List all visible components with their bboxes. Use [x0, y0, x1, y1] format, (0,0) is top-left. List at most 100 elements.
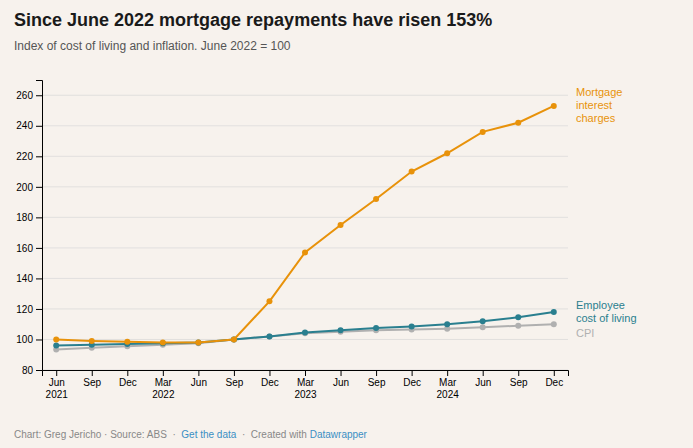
x-tick-mark [341, 370, 342, 376]
x-tick-label-line: Dec [261, 377, 279, 388]
x-tick-mark [412, 370, 413, 376]
y-axis: 80100120140160180200220240260 [16, 81, 42, 376]
x-tick-label-line: 2023 [294, 389, 317, 400]
x-tick-label-line: Dec [403, 377, 421, 388]
x-tick: Sep [368, 370, 386, 388]
x-tick-label: Dec [261, 377, 279, 388]
x-tick-label: Sep [368, 377, 386, 388]
x-tick-label: Jun2021 [46, 377, 69, 400]
x-tick-mark [269, 370, 270, 376]
series-label: Employeecost of living [576, 299, 637, 324]
x-tick-label: Dec [119, 377, 137, 388]
x-tick-label-line: Jun [475, 377, 491, 388]
x-tick-label: Sep [83, 377, 101, 388]
y-axis-line [36, 81, 43, 371]
point [515, 120, 521, 126]
series [53, 309, 557, 349]
y-tick: 180 [16, 212, 42, 223]
x-tick: Dec [261, 370, 279, 388]
y-tick-label: 200 [16, 182, 33, 193]
series-label: CPI [576, 327, 594, 339]
point [444, 321, 450, 327]
x-tick: Sep [510, 370, 528, 388]
y-tick-label: 80 [22, 365, 34, 376]
y-tick-mark [36, 126, 42, 127]
y-tick: 260 [16, 90, 42, 101]
x-tick-mark [163, 370, 164, 376]
x-tick-label-line: Dec [119, 377, 137, 388]
point [444, 150, 450, 156]
x-tick-mark [56, 370, 57, 376]
x-tick-mark [483, 370, 484, 376]
y-tick-mark [36, 339, 42, 340]
point [195, 340, 201, 346]
point [160, 340, 166, 346]
point [302, 249, 308, 255]
x-tick-label-line: 2021 [46, 389, 69, 400]
x-tick-label: Jun [475, 377, 491, 388]
x-tick-label-line: Sep [510, 377, 528, 388]
x-tick: Jun [475, 370, 491, 388]
point [551, 103, 557, 109]
series-label-line: charges [576, 112, 616, 124]
x-tick-label: Jun [333, 377, 349, 388]
point [338, 327, 344, 333]
point [409, 324, 415, 330]
marks [53, 103, 557, 352]
x-tick-mark [518, 370, 519, 376]
point [266, 333, 272, 339]
point [231, 336, 237, 342]
y-tick-label: 220 [16, 151, 33, 162]
footer-part: Datawrapper [310, 429, 368, 440]
grid [42, 95, 568, 370]
x-tick: Jun [191, 370, 207, 388]
x-tick-label: Sep [510, 377, 528, 388]
point [551, 321, 557, 327]
point [53, 343, 59, 349]
x-tick-label: Dec [545, 377, 563, 388]
point [195, 340, 201, 346]
x-tick-label-line: 2024 [437, 389, 460, 400]
x-tick: Mar2022 [152, 370, 175, 400]
x-tick-label: Dec [403, 377, 421, 388]
grid-line [42, 95, 568, 96]
x-tick: Mar2024 [437, 370, 460, 400]
grid-line [42, 156, 568, 157]
series-line [56, 106, 554, 343]
point [480, 318, 486, 324]
point [266, 333, 272, 339]
grid-line [42, 186, 568, 187]
grid-line [42, 247, 568, 248]
grid-line [42, 308, 568, 309]
x-axis: Jun2021SepDecMar2022JunSepDecMar2023JunS… [43, 370, 569, 400]
x-tick-mark [305, 370, 306, 376]
footer-part: Get the data [181, 429, 236, 440]
x-tick-label-line: Mar [297, 377, 315, 388]
point [409, 169, 415, 175]
x-tick-label-line: Jun [333, 377, 349, 388]
y-tick: 160 [16, 243, 42, 254]
x-tick-mark [376, 370, 377, 376]
x-tick: Sep [83, 370, 101, 388]
series-label: Mortgageinterestcharges [576, 86, 622, 124]
series-line [56, 312, 554, 346]
x-tick-label: Mar2023 [294, 377, 317, 400]
footer-part: · Created with [236, 429, 309, 440]
y-tick-mark [36, 278, 42, 279]
series-label-line: Mortgage [576, 86, 622, 98]
footer-part: Chart: Greg Jericho · Source: ABS · [14, 429, 181, 440]
y-tick-mark [36, 187, 42, 188]
point [124, 339, 130, 345]
y-tick-mark [36, 309, 42, 310]
point [302, 330, 308, 336]
x-tick-label-line: 2022 [152, 389, 175, 400]
point [515, 314, 521, 320]
x-tick-label: Sep [226, 377, 244, 388]
point [195, 340, 201, 346]
series-line [56, 324, 554, 349]
series [53, 103, 557, 346]
background [0, 0, 693, 448]
y-tick: 80 [22, 365, 42, 376]
series-label-line: interest [576, 99, 612, 111]
y-tick-mark [36, 156, 42, 157]
